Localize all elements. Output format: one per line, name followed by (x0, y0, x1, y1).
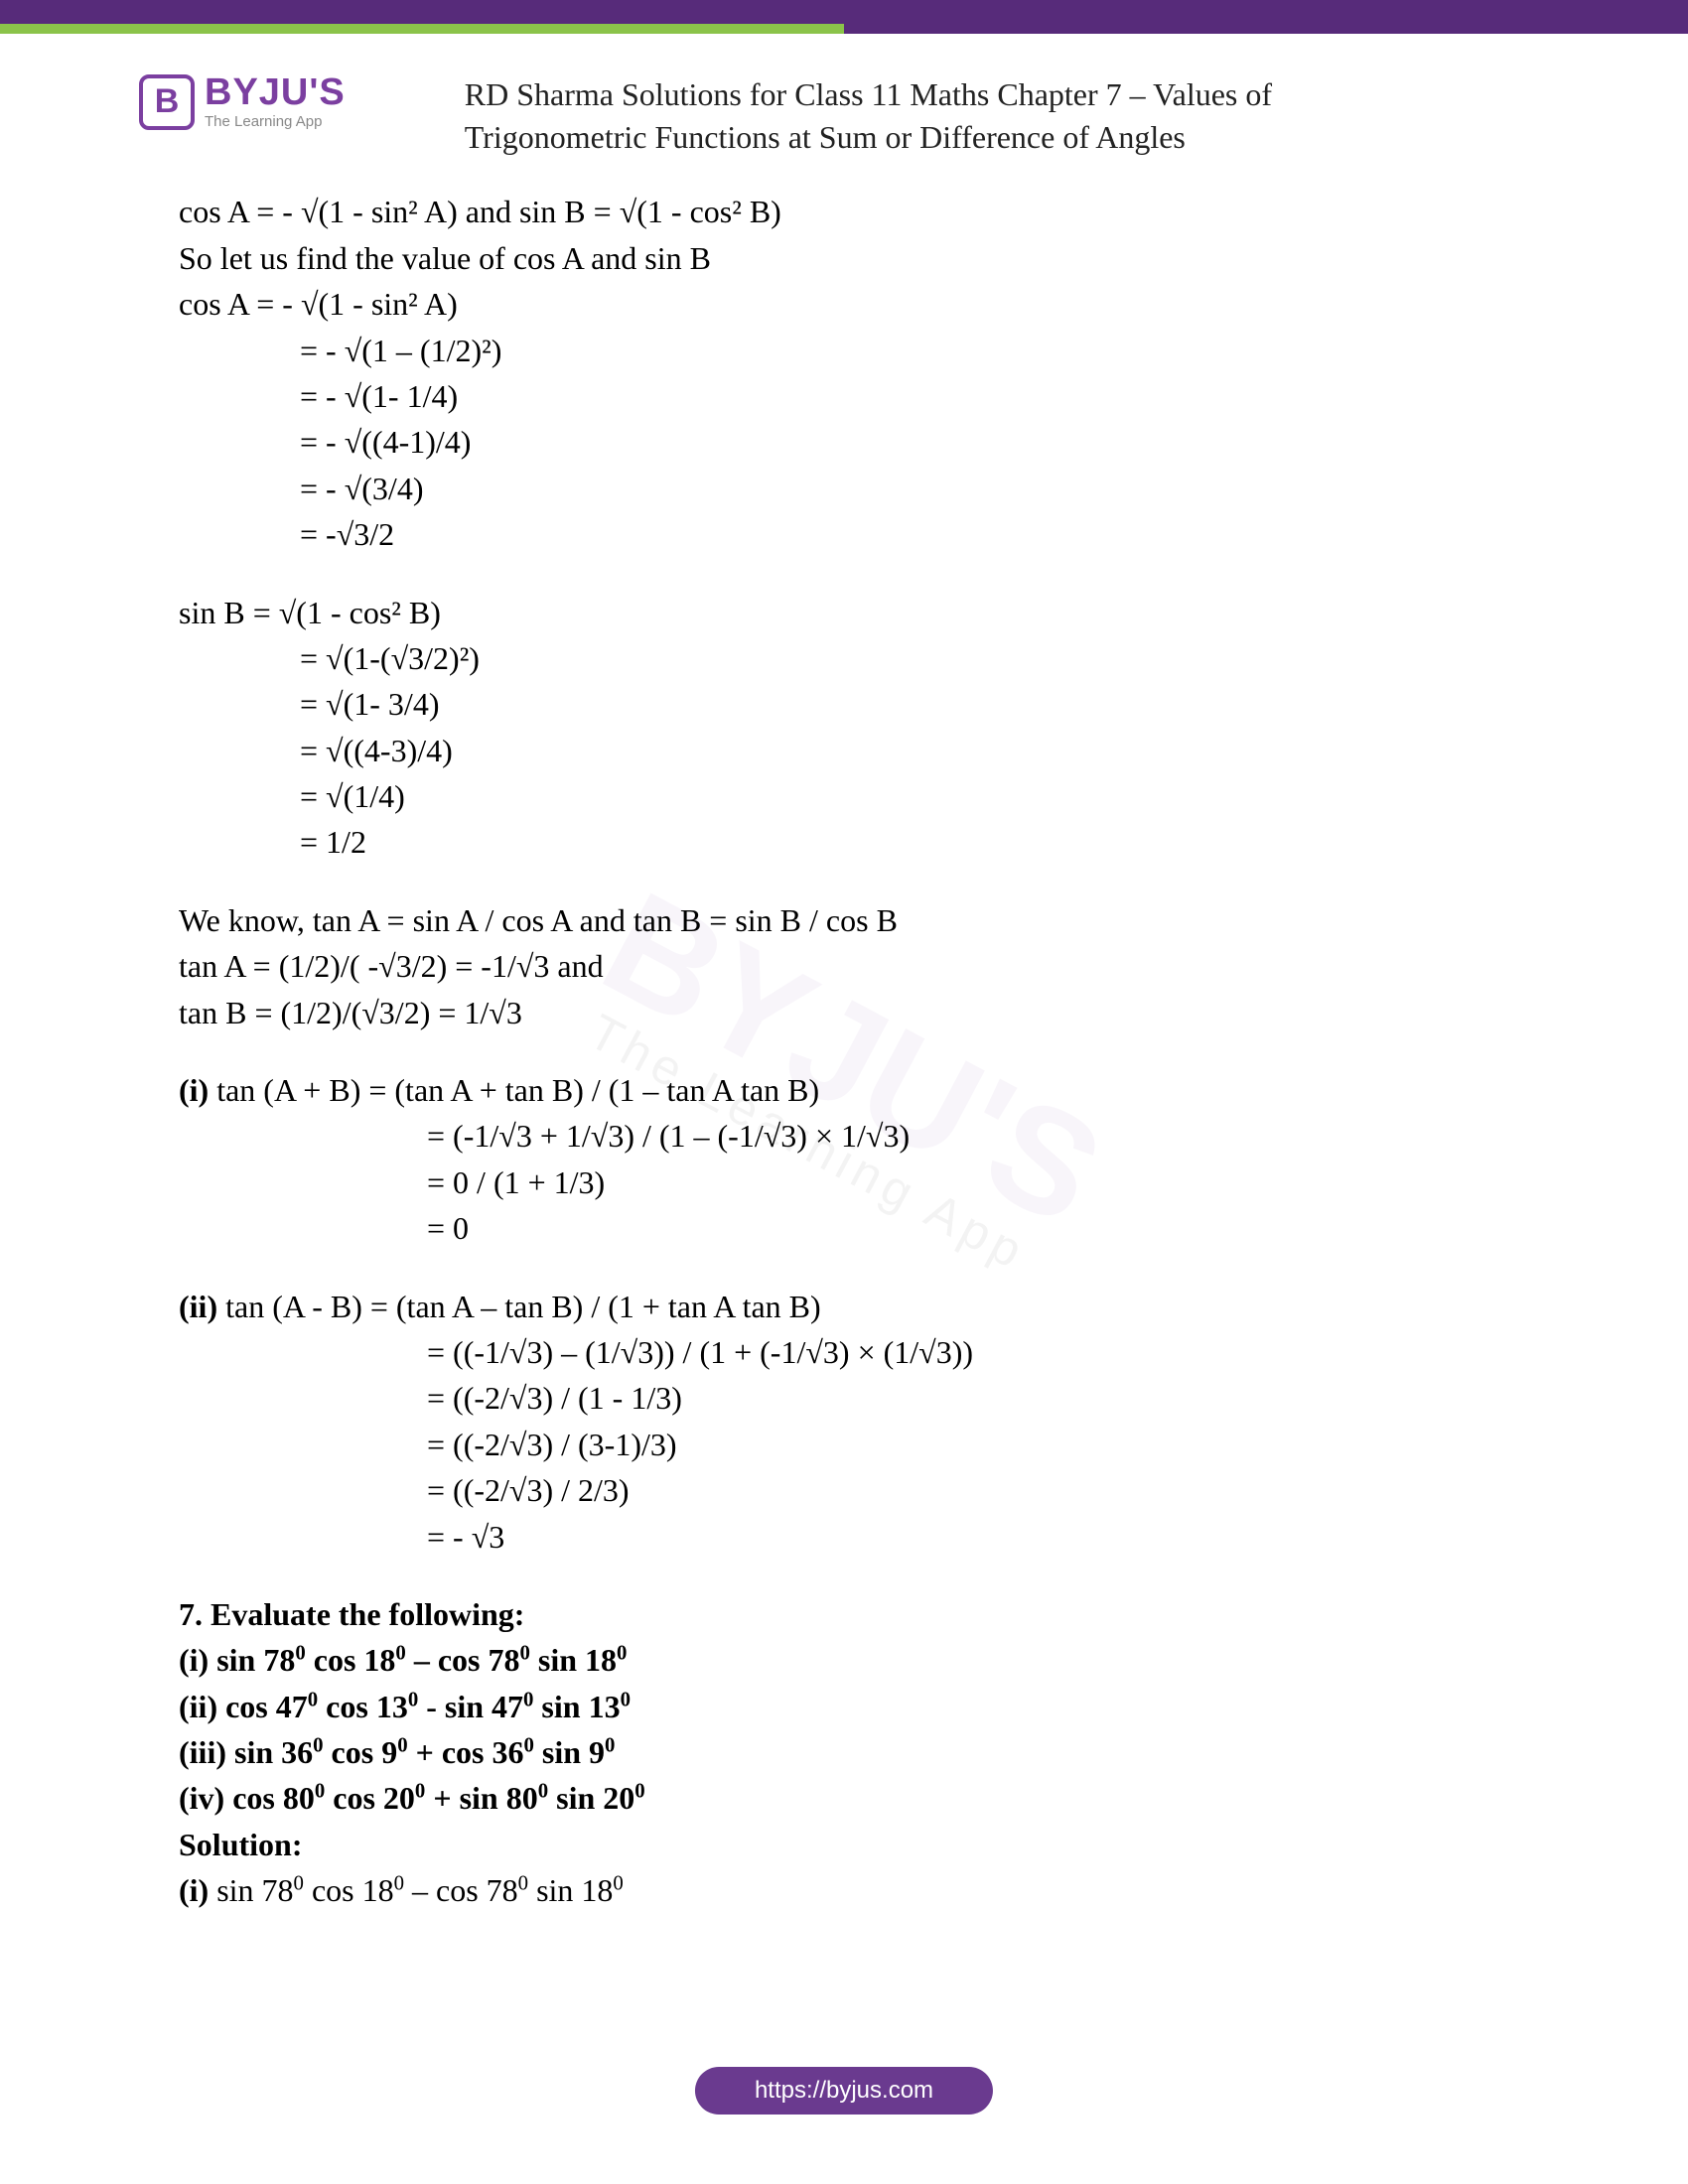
solution-label: Solution: (179, 1822, 1509, 1867)
text-line: sin B = √(1 - cos² B) (179, 590, 1509, 635)
text-line: (i) sin 780 cos 180 – cos 780 sin 180 (179, 1867, 1509, 1913)
solution-content: cos A = - √(1 - sin² A) and sin B = √(1 … (0, 169, 1688, 1913)
text-line: = - √(3/4) (179, 466, 1509, 511)
text-line: = ((-2/√3) / 2/3) (179, 1467, 1509, 1513)
footer-url: https://byjus.com (755, 2077, 933, 2104)
text-line: = √(1- 3/4) (179, 681, 1509, 727)
footer-url-pill[interactable]: https://byjus.com (695, 2067, 993, 2115)
text-line: = -√3/2 (179, 511, 1509, 557)
brand-name: BYJU'S (205, 73, 346, 111)
text-line: (ii) tan (A - B) = (tan A – tan B) / (1 … (179, 1284, 1509, 1329)
question-part: (ii) cos 470 cos 130 - sin 470 sin 130 (179, 1684, 1509, 1729)
text-line: = 1/2 (179, 819, 1509, 865)
question-part: (i) sin 780 cos 180 – cos 780 sin 180 (179, 1637, 1509, 1683)
accent-green-purple-bar (0, 24, 1688, 34)
part-label: (i) (179, 1072, 209, 1108)
text-line: So let us find the value of cos A and si… (179, 235, 1509, 281)
text-line: = √(1-(√3/2)²) (179, 635, 1509, 681)
brand-logo: B BYJU'S The Learning App (139, 73, 346, 130)
question-heading: 7. Evaluate the following: (179, 1591, 1509, 1637)
brand-tagline: The Learning App (205, 113, 346, 130)
text-line: = ((-1/√3) – (1/√3)) / (1 + (-1/√3) × (1… (179, 1329, 1509, 1375)
text-line: = 0 / (1 + 1/3) (179, 1160, 1509, 1205)
text-line: (i) tan (A + B) = (tan A + tan B) / (1 –… (179, 1067, 1509, 1113)
logo-mark: B (139, 74, 195, 130)
title-line-1: RD Sharma Solutions for Class 11 Maths C… (465, 76, 1272, 112)
text-line: = √((4-3)/4) (179, 728, 1509, 773)
text-line: = ((-2/√3) / (1 - 1/3) (179, 1375, 1509, 1421)
text-line: We know, tan A = sin A / cos A and tan B… (179, 897, 1509, 943)
text-line: = √(1/4) (179, 773, 1509, 819)
question-part: (iii) sin 360 cos 90 + cos 360 sin 90 (179, 1729, 1509, 1775)
text-line: = - √((4-1)/4) (179, 419, 1509, 465)
question-part: (iv) cos 800 cos 200 + sin 800 sin 200 (179, 1775, 1509, 1821)
text-span: tan (A - B) = (tan A – tan B) / (1 + tan… (217, 1289, 821, 1324)
text-line: = ((-2/√3) / (3-1)/3) (179, 1422, 1509, 1467)
text-line: = (-1/√3 + 1/√3) / (1 – (-1/√3) × 1/√3) (179, 1113, 1509, 1159)
logo-text: BYJU'S The Learning App (205, 73, 346, 130)
text-line: = - √3 (179, 1514, 1509, 1560)
part-label: (ii) (179, 1289, 217, 1324)
text-line: = 0 (179, 1205, 1509, 1251)
text-line: cos A = - √(1 - sin² A) and sin B = √(1 … (179, 189, 1509, 234)
text-line: tan A = (1/2)/( -√3/2) = -1/√3 and (179, 943, 1509, 989)
title-line-2: Trigonometric Functions at Sum or Differ… (465, 119, 1186, 155)
top-purple-bar (0, 0, 1688, 24)
text-line: tan B = (1/2)/(√3/2) = 1/√3 (179, 990, 1509, 1035)
text-line: = - √(1- 1/4) (179, 373, 1509, 419)
text-line: cos A = - √(1 - sin² A) (179, 281, 1509, 327)
header: B BYJU'S The Learning App RD Sharma Solu… (0, 34, 1688, 169)
document-title: RD Sharma Solutions for Class 11 Maths C… (346, 73, 1549, 159)
text-span: tan (A + B) = (tan A + tan B) / (1 – tan… (209, 1072, 819, 1108)
text-line: = - √(1 – (1/2)²) (179, 328, 1509, 373)
